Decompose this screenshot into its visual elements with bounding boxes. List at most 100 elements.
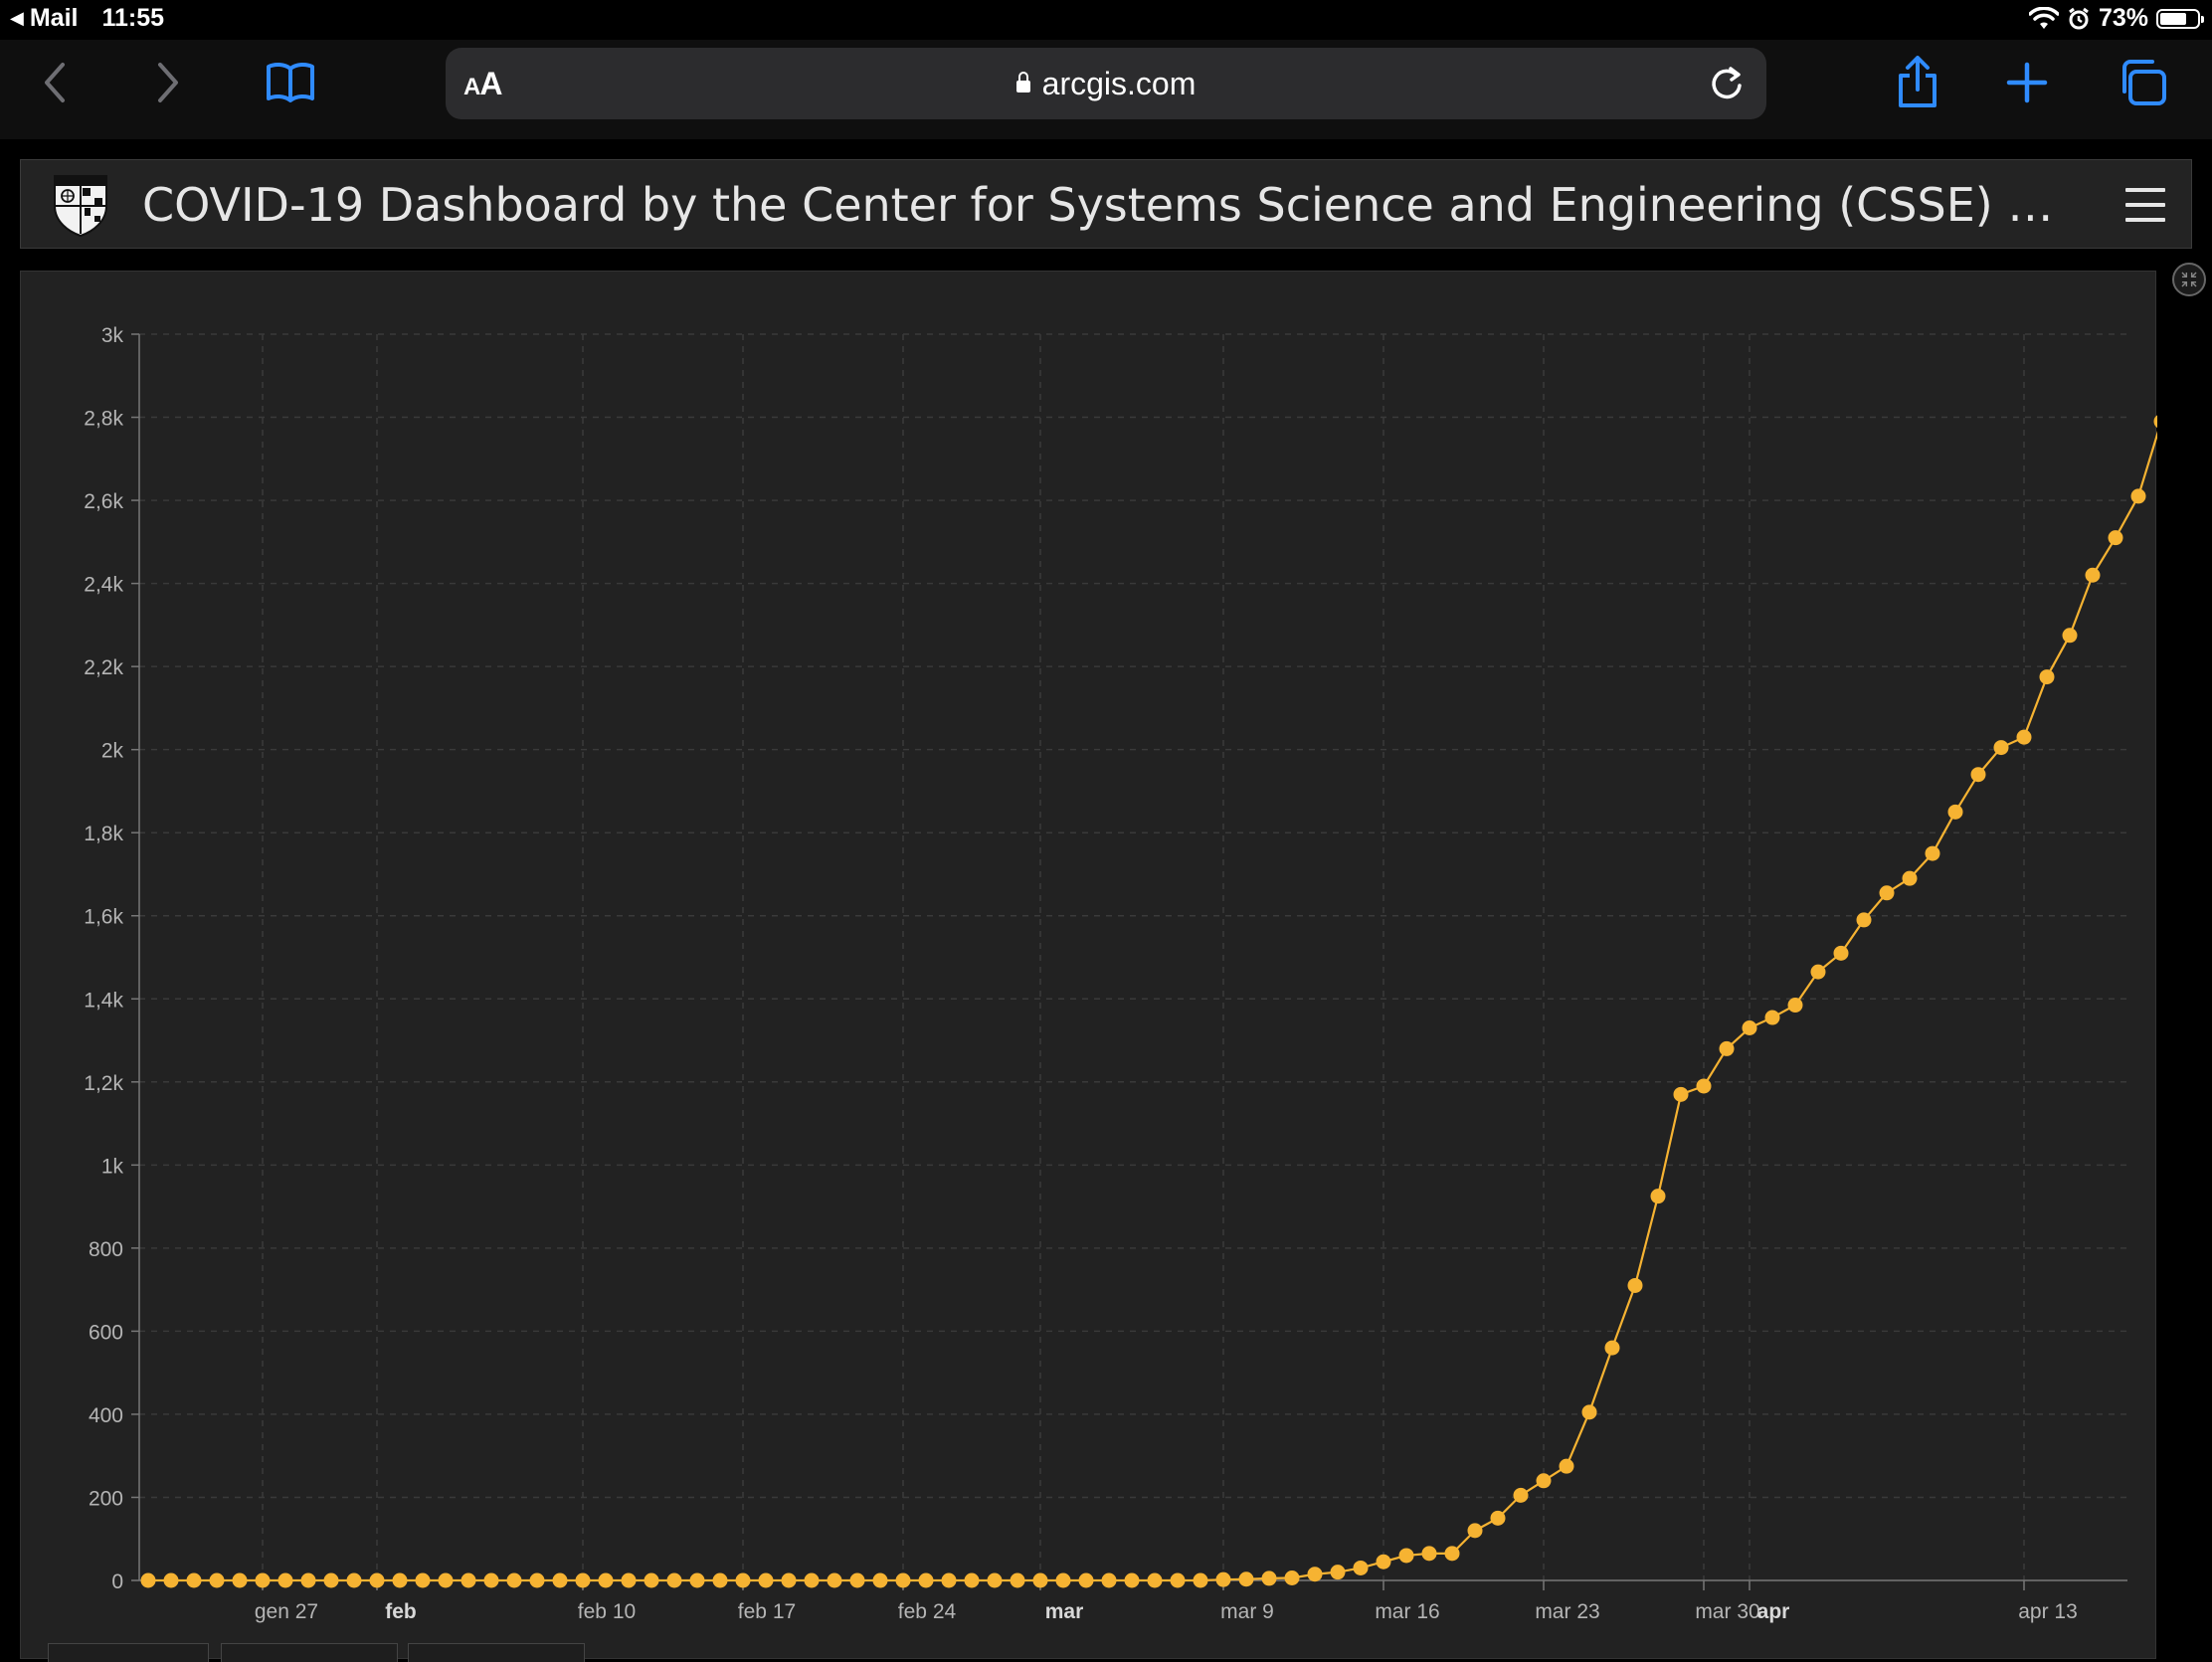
data-point <box>575 1572 591 1588</box>
data-point <box>1673 1086 1689 1102</box>
data-point <box>2039 669 2055 685</box>
data-point <box>552 1572 568 1588</box>
data-point <box>1376 1554 1391 1570</box>
data-point <box>2062 628 2078 644</box>
data-point <box>1925 845 1940 861</box>
data-point <box>1902 870 1918 886</box>
y-tick-label: 1,6k <box>84 906 123 929</box>
y-tick-label: 1,8k <box>84 823 123 845</box>
data-point <box>918 1572 934 1588</box>
data-point <box>804 1572 820 1588</box>
back-app-link[interactable]: Mail <box>29 4 79 32</box>
y-tick-label: 0 <box>111 1570 123 1593</box>
data-point <box>1398 1548 1414 1564</box>
bottom-tab[interactable] <box>221 1643 398 1662</box>
data-point <box>1124 1572 1140 1588</box>
y-tick-label: 400 <box>89 1404 123 1427</box>
data-point <box>2016 729 2032 745</box>
y-tick-label: 1,2k <box>84 1072 123 1095</box>
data-point <box>232 1572 248 1588</box>
data-point <box>392 1572 408 1588</box>
data-point <box>415 1572 431 1588</box>
data-point <box>483 1572 499 1588</box>
data-point <box>1170 1572 1186 1588</box>
data-point <box>1696 1078 1712 1094</box>
data-point <box>598 1572 614 1588</box>
menu-icon-bar <box>2125 203 2165 207</box>
dashboard-header: COVID-19 Dashboard by the Center for Sys… <box>20 159 2192 249</box>
data-point <box>1010 1572 1025 1588</box>
new-tab-button[interactable] <box>1997 58 2057 107</box>
url-display[interactable]: arcgis.com <box>446 66 1766 102</box>
bottom-tab[interactable] <box>408 1643 585 1662</box>
data-point <box>1742 1020 1757 1036</box>
bottom-tab[interactable] <box>48 1643 209 1662</box>
data-point <box>186 1572 202 1588</box>
battery-icon <box>2156 8 2204 29</box>
tabs-button[interactable] <box>2113 58 2172 107</box>
bookmarks-button[interactable] <box>261 58 320 107</box>
x-tick-label: feb 10 <box>578 1600 636 1623</box>
y-tick-label: 2,6k <box>84 490 123 513</box>
data-point <box>1467 1523 1483 1539</box>
data-point <box>1261 1570 1277 1586</box>
plus-icon <box>2006 62 2048 103</box>
address-bar[interactable]: AA arcgis.com <box>446 48 1766 119</box>
data-point <box>163 1572 179 1588</box>
back-button[interactable] <box>26 58 86 107</box>
data-point <box>872 1572 888 1588</box>
x-tick-label: feb 17 <box>738 1600 796 1623</box>
data-point <box>712 1572 728 1588</box>
y-tick-label: 800 <box>89 1238 123 1261</box>
data-point <box>781 1572 797 1588</box>
x-tick-label: mar 30 <box>1695 1600 1759 1623</box>
back-triangle-icon[interactable]: ◀ <box>10 8 24 28</box>
chevron-left-icon <box>45 63 65 102</box>
reload-icon[interactable] <box>1703 60 1751 107</box>
data-point <box>964 1572 980 1588</box>
x-tick-label: mar 9 <box>1220 1600 1274 1623</box>
data-point <box>758 1572 774 1588</box>
data-point <box>941 1572 957 1588</box>
wifi-icon <box>2028 6 2059 29</box>
y-tick-label: 2,4k <box>84 574 123 597</box>
data-point <box>1490 1510 1506 1526</box>
data-point <box>1055 1572 1071 1588</box>
data-point <box>1307 1567 1323 1582</box>
data-point <box>1536 1473 1552 1489</box>
data-point <box>2085 567 2101 583</box>
menu-button[interactable] <box>2125 188 2165 222</box>
text-size-button[interactable]: AA <box>463 66 502 101</box>
series-line <box>148 431 2157 1582</box>
data-point <box>506 1572 522 1588</box>
data-point <box>2108 530 2123 546</box>
data-point <box>1993 740 2009 756</box>
data-point <box>2130 488 2146 504</box>
data-point <box>1215 1571 1231 1587</box>
data-point <box>1353 1560 1369 1575</box>
data-point <box>323 1572 339 1588</box>
dashboard-title: COVID-19 Dashboard by the Center for Sys… <box>142 178 2062 232</box>
collapse-icon[interactable] <box>2172 263 2206 296</box>
chevron-right-icon <box>158 63 178 102</box>
data-point <box>1970 767 1986 783</box>
data-point <box>1444 1546 1460 1562</box>
x-tick-label: mar <box>1045 1600 1084 1623</box>
browser-toolbar: AA arcgis.com <box>0 40 2212 139</box>
cases-line-chart: 0 200 400 600 800 1k 1,2k 1,4k 1,6k 1,8k 2k 2,2k 2,4… <box>84 324 2157 1623</box>
data-point <box>1833 945 1849 961</box>
data-point <box>1330 1565 1346 1580</box>
y-tick-label: 1,4k <box>84 989 123 1012</box>
share-button[interactable] <box>1888 56 1947 107</box>
data-point <box>827 1572 842 1588</box>
data-point <box>689 1572 705 1588</box>
forward-button[interactable] <box>137 58 197 107</box>
data-point <box>1604 1340 1620 1356</box>
data-point <box>1193 1572 1208 1588</box>
data-point <box>1559 1458 1574 1474</box>
x-tick-label: mar 16 <box>1375 1600 1439 1623</box>
battery-percent: 73% <box>2098 4 2148 32</box>
status-bar: ◀ Mail 11:55 73% <box>0 0 2212 40</box>
data-point <box>1879 885 1895 901</box>
x-tick-label: apr 13 <box>2018 1600 2078 1623</box>
